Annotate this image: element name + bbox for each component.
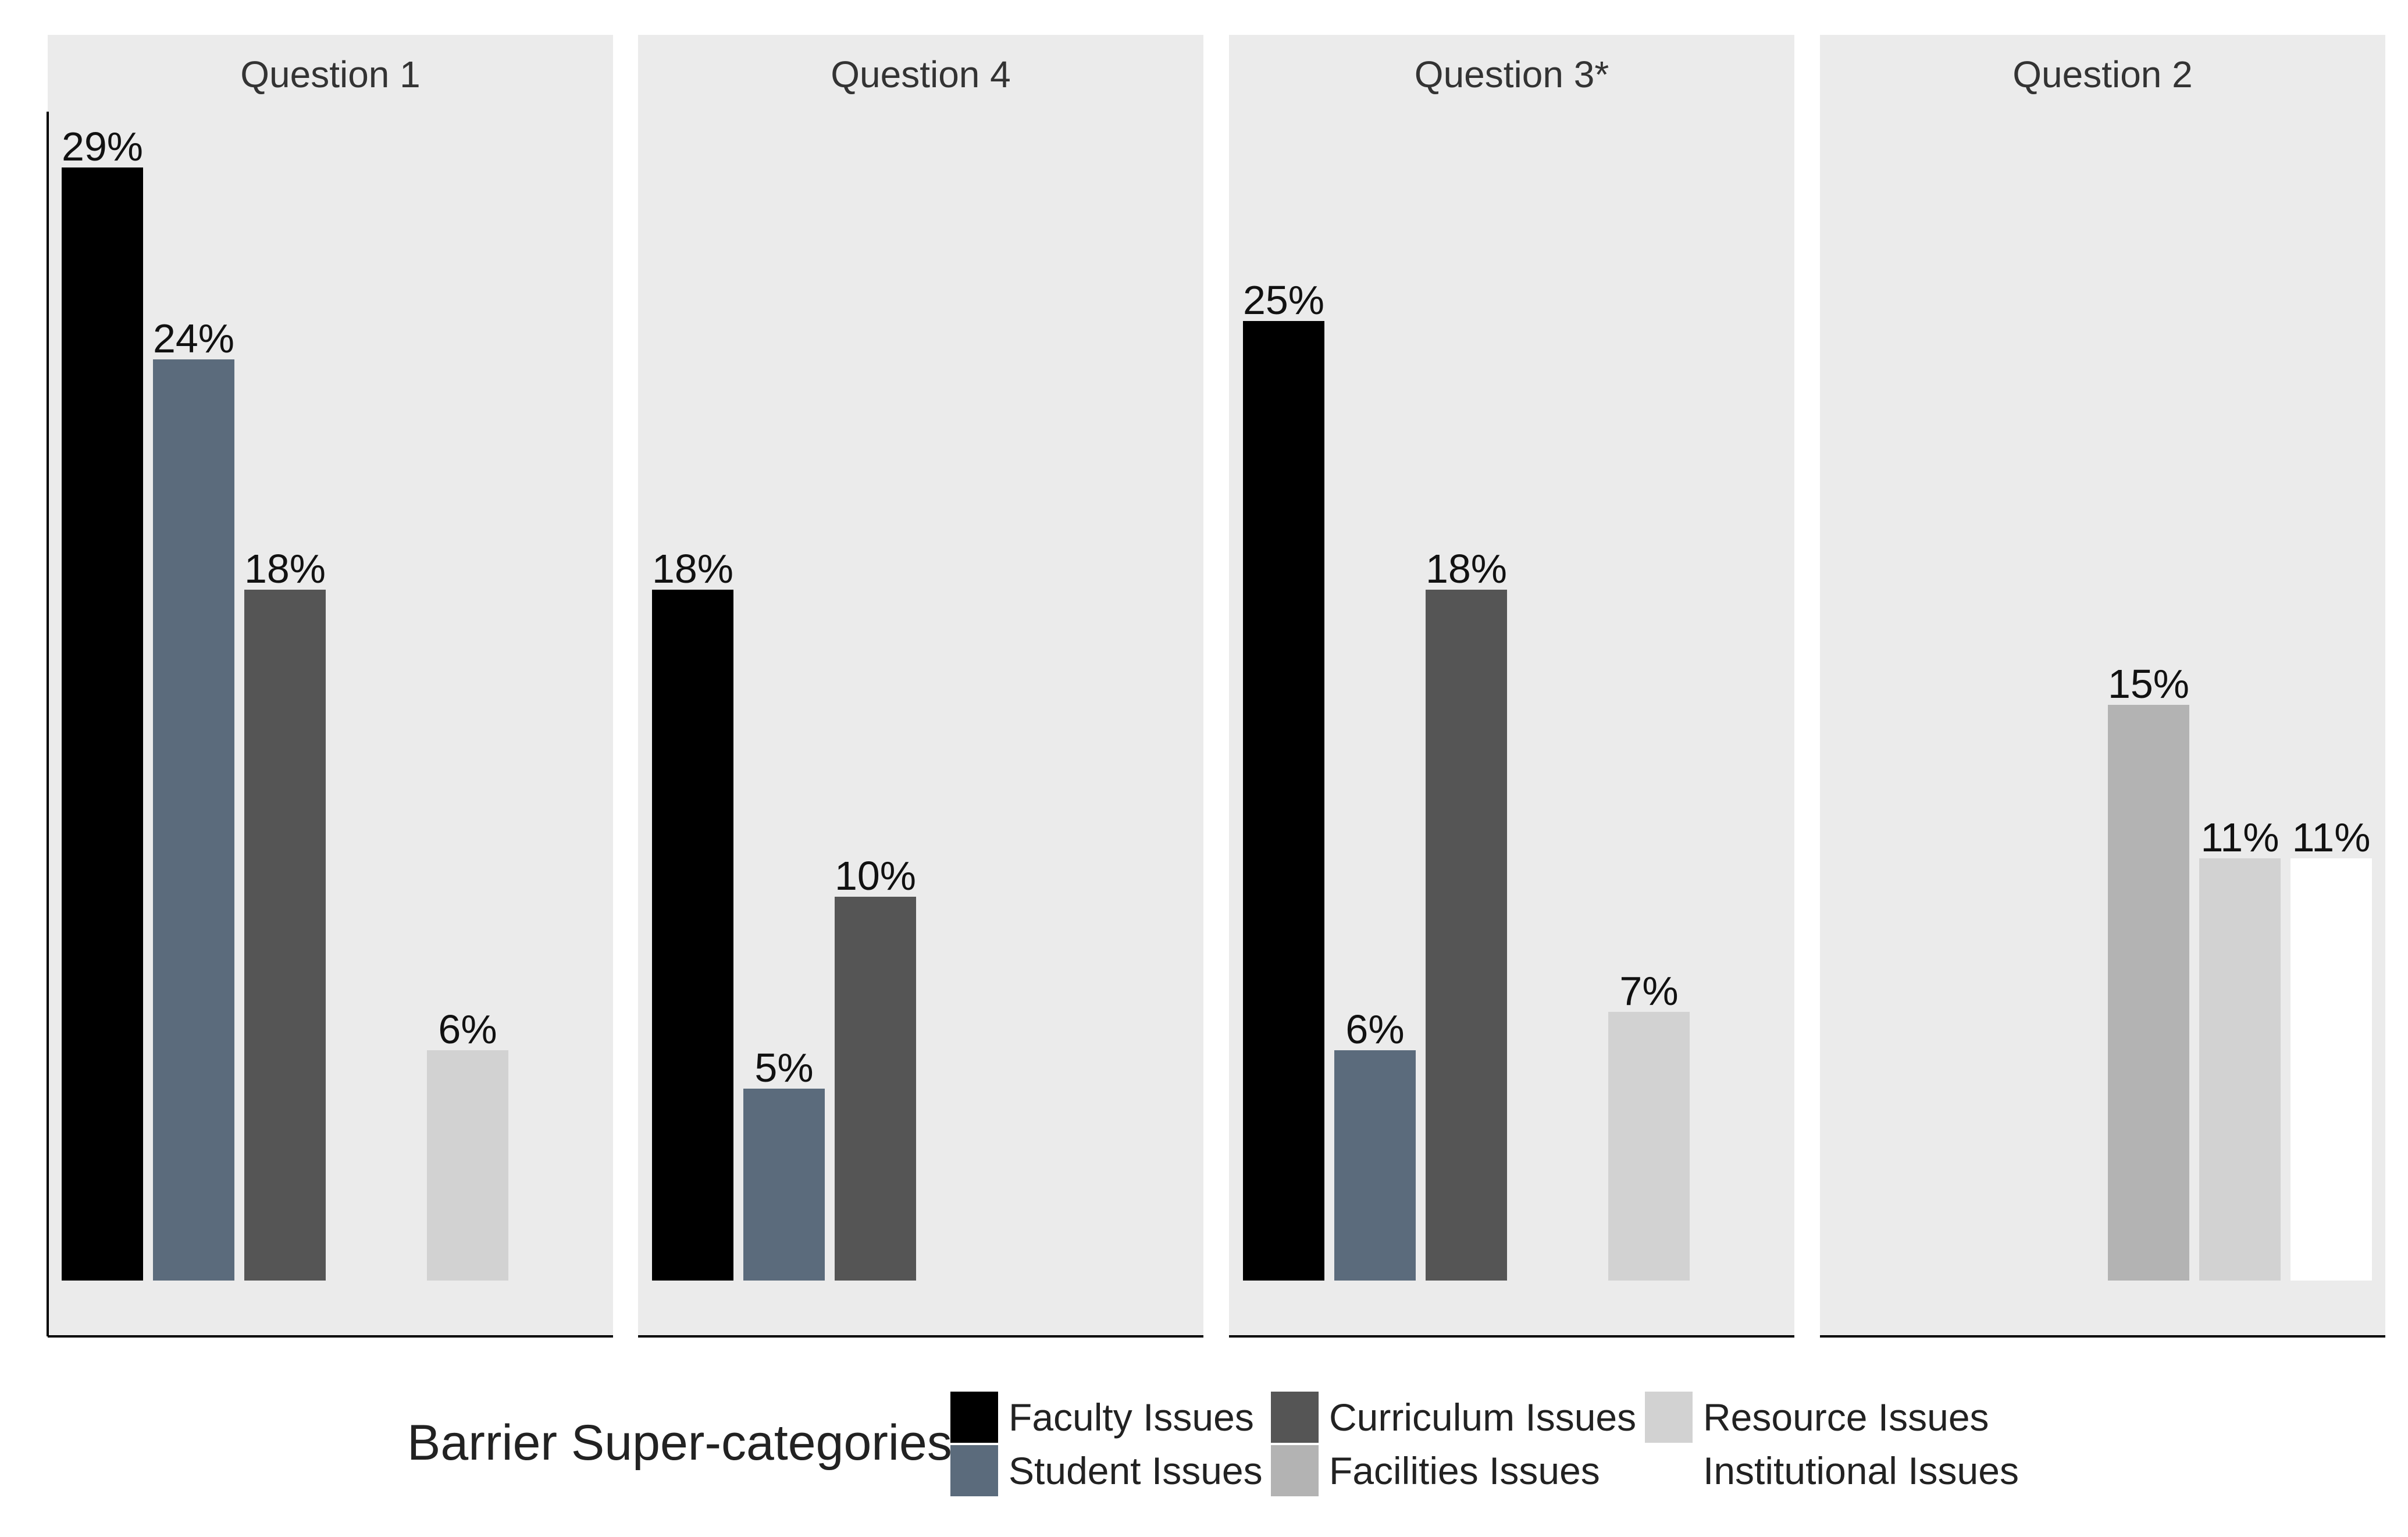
legend-title: Barrier Super-categories — [407, 1415, 952, 1471]
bar-label-resource-issues: 11% — [2201, 815, 2279, 860]
panel-question-1: Question 1 29% 24% 18% 6% — [48, 35, 613, 1338]
bar-resource-issues — [1608, 1012, 1690, 1281]
bar-resource-issues — [427, 1050, 508, 1281]
legend-label-resource-issues: Resource Issues — [1703, 1396, 1989, 1439]
panel-question-4: Question 4 18% 5% 10% — [638, 35, 1203, 1338]
panel-title: Question 3* — [1415, 54, 1609, 95]
bar-label-curriculum-issues: 18% — [244, 546, 326, 591]
bar-label-student-issues: 5% — [754, 1045, 813, 1090]
bar-facilities-issues — [2108, 705, 2189, 1281]
panel-title: Question 2 — [2012, 54, 2193, 95]
bar-label-curriculum-issues: 18% — [1426, 546, 1507, 591]
legend-label-facilities-issues: Facilities Issues — [1329, 1449, 1600, 1492]
legend-key-resource-issues — [1645, 1392, 1693, 1443]
bar-label-student-issues: 6% — [1345, 1007, 1404, 1052]
legend-entry-resource-issues: Resource Issues — [1645, 1392, 1989, 1443]
legend-key-institutional-issues — [1645, 1445, 1693, 1496]
legend-entry-faculty-issues: Faculty Issues — [950, 1392, 1254, 1443]
bar-label-institutional-issues: 11% — [2292, 815, 2371, 860]
legend: Barrier Super-categories Faculty Issues St… — [407, 1392, 2019, 1496]
legend-entry-institutional-issues: Institutional Issues — [1645, 1445, 2019, 1496]
bar-curriculum-issues — [244, 590, 326, 1281]
bar-faculty-issues — [652, 590, 733, 1281]
panel-question-3: Question 3* 25% 6% 18% 7% — [1229, 35, 1794, 1338]
bar-faculty-issues — [62, 167, 143, 1281]
bar-resource-issues — [2199, 858, 2281, 1281]
panel-title: Question 1 — [240, 54, 421, 95]
legend-entry-student-issues: Student Issues — [950, 1445, 1263, 1496]
bar-student-issues — [1334, 1050, 1416, 1281]
legend-key-faculty-issues — [950, 1392, 998, 1443]
chart-panels: Question 129%24%18%6%Question 418%5%10%Q… — [47, 35, 2385, 1338]
panel-title: Question 4 — [831, 54, 1011, 95]
bar-curriculum-issues — [1426, 590, 1507, 1281]
bar-label-resource-issues: 7% — [1619, 968, 1678, 1014]
bar-label-facilities-issues: 15% — [2108, 661, 2189, 707]
legend-entry-facilities-issues: Facilities Issues — [1271, 1445, 1600, 1496]
legend-label-faculty-issues: Faculty Issues — [1009, 1396, 1254, 1439]
bar-label-curriculum-issues: 10% — [835, 853, 916, 898]
bar-label-resource-issues: 6% — [438, 1007, 497, 1052]
legend-key-curriculum-issues — [1271, 1392, 1319, 1443]
bar-label-faculty-issues: 25% — [1243, 277, 1324, 323]
legend-label-curriculum-issues: Curriculum Issues — [1329, 1396, 1636, 1439]
legend-key-student-issues — [950, 1445, 998, 1496]
bar-student-issues — [153, 359, 234, 1281]
legend-label-institutional-issues: Institutional Issues — [1703, 1449, 2019, 1492]
bar-label-student-issues: 24% — [153, 316, 234, 361]
legend-entry-curriculum-issues: Curriculum Issues — [1271, 1392, 1636, 1443]
bar-institutional-issues — [2291, 858, 2372, 1281]
bar-label-faculty-issues: 29% — [62, 124, 143, 169]
bar-faculty-issues — [1243, 321, 1324, 1281]
panel-question-2: Question 2 15% 11% 11% — [1820, 35, 2385, 1338]
legend-label-student-issues: Student Issues — [1009, 1449, 1263, 1492]
bar-student-issues — [743, 1089, 825, 1281]
bar-curriculum-issues — [835, 897, 916, 1281]
legend-key-facilities-issues — [1271, 1445, 1319, 1496]
bar-label-faculty-issues: 18% — [652, 546, 733, 591]
